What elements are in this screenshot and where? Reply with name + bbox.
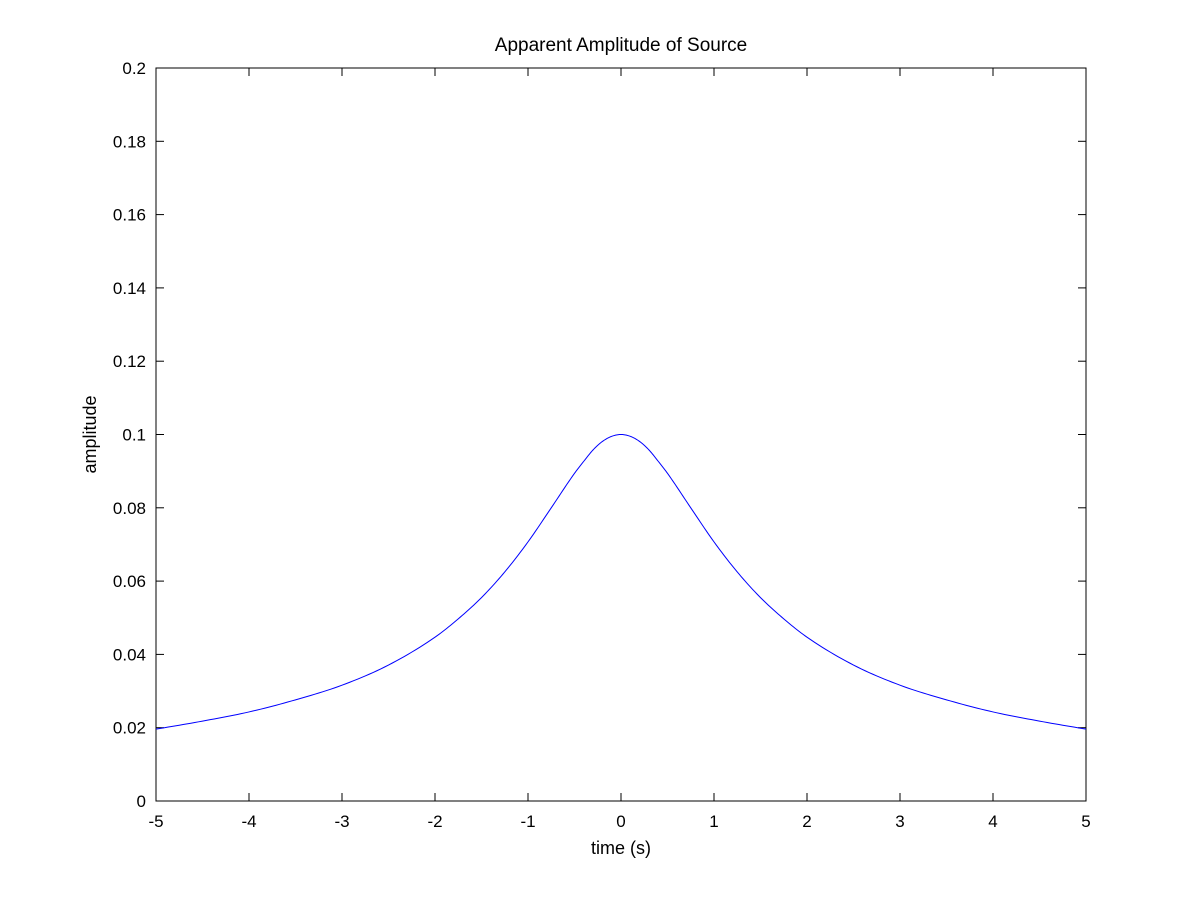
x-tick-label: 4 bbox=[988, 812, 997, 831]
y-tick-label: 0.14 bbox=[113, 279, 146, 298]
y-tick-label: 0.2 bbox=[122, 59, 146, 78]
y-tick-label: 0.02 bbox=[113, 719, 146, 738]
x-tick-label: 2 bbox=[802, 812, 811, 831]
axis-ticks bbox=[155, 67, 1087, 802]
x-tick-label: 0 bbox=[616, 812, 625, 831]
amplitude-curve bbox=[155, 433, 1087, 730]
x-axis-title: time (s) bbox=[591, 838, 651, 858]
x-tick-label: 5 bbox=[1081, 812, 1090, 831]
x-tick-label: -3 bbox=[334, 812, 349, 831]
y-tick-label: 0 bbox=[137, 792, 146, 811]
tick-labels: -5 -4 -3 -2 -1 0 1 2 3 4 5 0 0.02 0.04 0.06 0.08 0.1 0.12… bbox=[113, 59, 1091, 831]
y-tick-label: 0.1 bbox=[122, 426, 146, 445]
x-tick-label: 1 bbox=[709, 812, 718, 831]
y-tick-label: 0.04 bbox=[113, 645, 146, 664]
y-tick-label: 0.12 bbox=[113, 352, 146, 371]
x-tick-label: 3 bbox=[895, 812, 904, 831]
x-tick-label: -1 bbox=[520, 812, 535, 831]
x-tick-label: -2 bbox=[427, 812, 442, 831]
chart-title: Apparent Amplitude of Source bbox=[495, 35, 747, 56]
y-tick-label: 0.18 bbox=[113, 132, 146, 151]
y-tick-label: 0.08 bbox=[113, 499, 146, 518]
y-axis-title: amplitude bbox=[80, 395, 100, 473]
y-tick-label: 0.06 bbox=[113, 572, 146, 591]
x-tick-label: -4 bbox=[241, 812, 256, 831]
x-tick-label: -5 bbox=[148, 812, 163, 831]
y-tick-label: 0.16 bbox=[113, 206, 146, 225]
